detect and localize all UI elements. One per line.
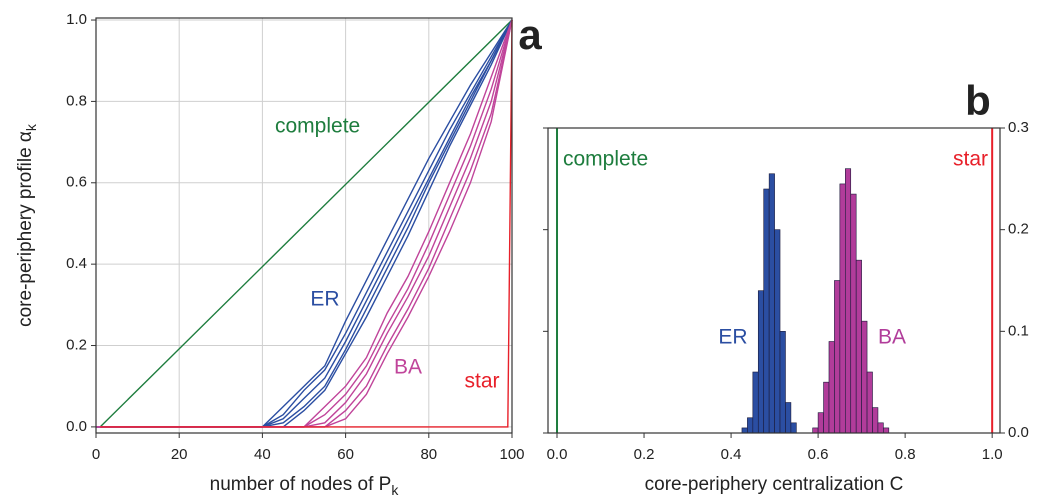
x-axis-label-main: core-periphery centralization C <box>645 474 904 495</box>
x-tick-label: 0 <box>92 446 100 463</box>
hist-bar <box>768 173 775 434</box>
hist-bar <box>850 193 857 434</box>
x-axis-label-sub: k <box>391 482 399 498</box>
series-label: ER <box>718 326 747 349</box>
y-axis-label-sub: k <box>23 123 39 131</box>
x-axis-label: number of nodes of Pk <box>210 474 400 498</box>
y-tick-label: 0.3 <box>1008 119 1029 136</box>
x-tick-label: 0.4 <box>721 446 742 463</box>
hist-bar <box>774 229 781 434</box>
x-tick-label: 40 <box>254 446 271 463</box>
hist-bar <box>812 427 819 434</box>
hist-bar <box>872 407 879 434</box>
profile-line <box>96 19 513 428</box>
hist-bar <box>834 280 841 434</box>
hist-bar <box>866 371 873 434</box>
profile-line <box>96 19 513 428</box>
y-tick-label: 0.2 <box>1008 221 1029 238</box>
hist-bar <box>817 412 824 434</box>
y-tick-label: 0.0 <box>1008 424 1029 441</box>
profile-line <box>96 19 513 428</box>
profile-line <box>99 19 513 428</box>
hist-bar <box>747 417 754 434</box>
profile-line <box>96 19 513 428</box>
series-label: ER <box>310 288 339 311</box>
series-label: complete <box>275 115 360 138</box>
profile-line <box>96 19 513 428</box>
x-tick-label: 0.0 <box>547 446 568 463</box>
y-axis-label: core-periphery profile αk <box>15 123 39 327</box>
plot-frame <box>547 127 1001 434</box>
hist-bar <box>823 381 830 434</box>
reference-label: complete <box>563 148 648 171</box>
hist-bar <box>785 402 792 434</box>
hist-bar <box>757 290 765 434</box>
series-label: BA <box>394 356 422 379</box>
hist-bar <box>763 188 770 434</box>
y-tick-label: 0.2 <box>66 336 87 353</box>
hist-bar <box>828 341 835 434</box>
y-tick-label: 0.1 <box>1008 322 1029 339</box>
profile-line <box>96 19 513 428</box>
series-label: star <box>464 370 499 393</box>
x-tick-label: 0.2 <box>634 446 655 463</box>
hist-bar <box>752 371 759 434</box>
hist-bar <box>861 320 868 434</box>
hist-bar <box>877 422 884 434</box>
profile-line <box>100 19 513 428</box>
hist-bar <box>790 422 797 434</box>
y-tick-label: 0.6 <box>66 174 87 191</box>
hist-bar <box>883 427 890 434</box>
y-tick-label: 0.0 <box>66 418 87 435</box>
x-tick-label: 0.6 <box>808 446 829 463</box>
x-tick-label: 20 <box>171 446 188 463</box>
x-axis-label: core-periphery centralization C <box>645 474 904 495</box>
hist-bar <box>741 427 748 434</box>
hist-bar <box>855 259 862 434</box>
x-tick-label: 0.8 <box>895 446 916 463</box>
x-tick-label: 1.0 <box>982 446 1003 463</box>
series-label: BA <box>878 326 906 349</box>
x-tick-label: 60 <box>337 446 354 463</box>
panel-label: a <box>518 11 542 58</box>
hist-bar <box>839 183 846 434</box>
plot-frame <box>95 17 513 434</box>
y-tick-label: 0.4 <box>66 255 87 272</box>
y-tick-label: 1.0 <box>66 11 87 28</box>
x-axis-label-main: number of nodes of P <box>210 474 392 495</box>
profile-line <box>96 19 513 428</box>
profile-line <box>96 19 513 428</box>
x-tick-label: 100 <box>499 446 524 463</box>
y-tick-label: 0.8 <box>66 92 87 109</box>
y-axis-label-main: core-periphery profile α <box>15 131 36 327</box>
reference-label: star <box>953 148 988 171</box>
panel-label: b <box>965 77 991 124</box>
hist-bar <box>845 168 852 434</box>
hist-bar <box>779 331 786 434</box>
x-tick-label: 80 <box>420 446 437 463</box>
